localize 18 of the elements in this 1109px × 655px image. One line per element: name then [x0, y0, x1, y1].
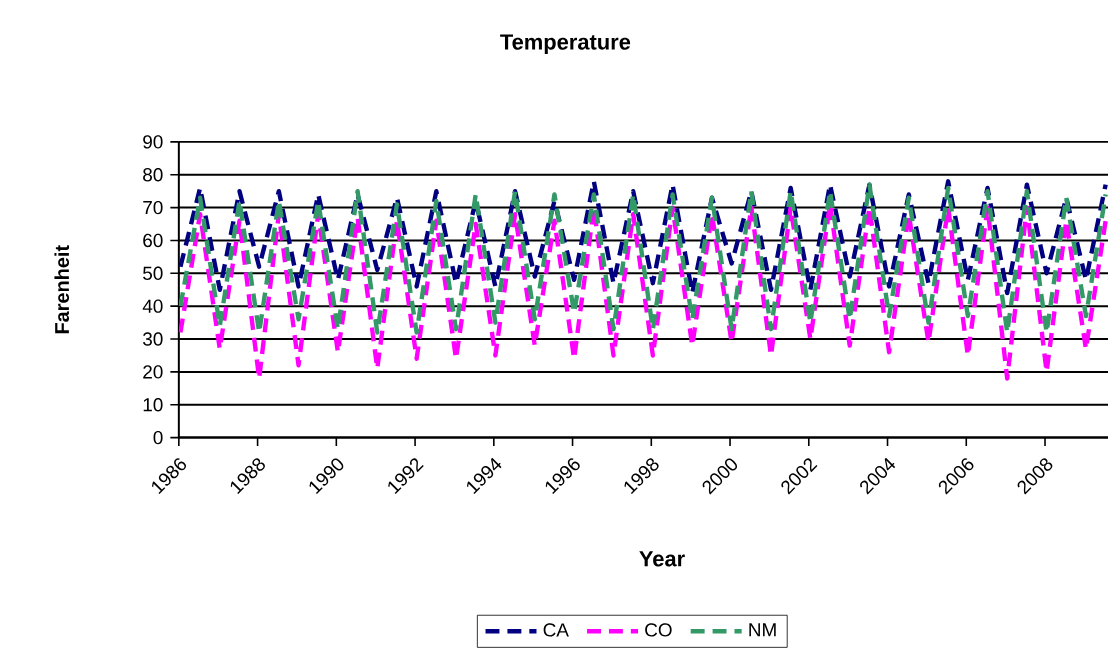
- y-tick-label: 0: [153, 430, 163, 445]
- y-tick-label: 70: [143, 200, 163, 215]
- y-tick-label: 90: [143, 134, 163, 149]
- legend-label: CO: [645, 623, 672, 637]
- y-tick-label: 10: [143, 397, 163, 412]
- y-tick-label: 80: [143, 167, 163, 182]
- y-tick-label: 40: [142, 299, 163, 313]
- y-axis-title: Farenheit: [54, 244, 70, 333]
- chart-title: Temperature: [500, 34, 631, 54]
- line-series: [178, 182, 1108, 335]
- legend-label: CA: [543, 623, 569, 637]
- y-tick-label: 60: [143, 233, 163, 247]
- x-axis-title: Year: [639, 551, 685, 567]
- y-tick-label: 30: [143, 332, 163, 346]
- y-tick-label: 20: [143, 364, 163, 379]
- line-series: [178, 178, 1108, 296]
- legend-label: NM: [749, 623, 776, 637]
- y-tick-label: 50: [143, 266, 163, 280]
